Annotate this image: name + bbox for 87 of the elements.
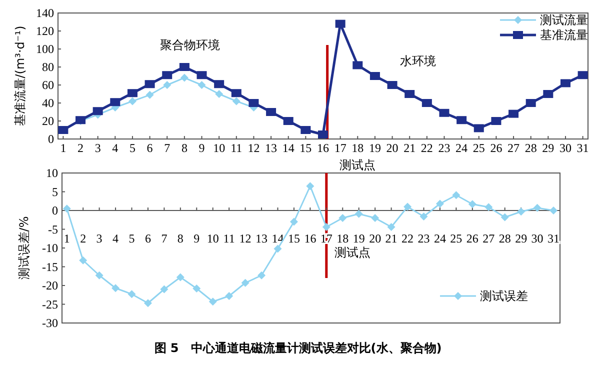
x-tick-label: 29 <box>515 232 528 246</box>
x-tick-label: 19 <box>352 232 365 246</box>
annotation: 聚合物环境 <box>160 38 220 52</box>
annotation: 水环境 <box>400 54 436 68</box>
x-tick-label: 11 <box>230 141 242 155</box>
x-tick-label: 25 <box>472 141 485 155</box>
legend-label: 基准流量 <box>540 28 588 42</box>
x-tick-label: 12 <box>239 232 252 246</box>
y-tick-label: -15 <box>42 260 58 274</box>
y-tick-label: -5 <box>48 222 58 236</box>
x-tick-label: 12 <box>248 141 260 155</box>
x-tick-label: 19 <box>368 141 381 155</box>
x-tick-label: 26 <box>466 232 478 246</box>
y-tick-label: 100 <box>36 42 54 56</box>
x-tick-label: 9 <box>194 232 200 246</box>
x-tick-label: 22 <box>402 232 414 246</box>
y-tick-label: 80 <box>42 60 54 74</box>
y-tick-label: 140 <box>36 6 54 20</box>
x-tick-label: 2 <box>78 141 84 155</box>
y-tick-label: -10 <box>42 241 58 256</box>
x-tick-label: 23 <box>418 232 430 246</box>
x-tick-label: 26 <box>490 141 502 155</box>
x-tick-label: 30 <box>531 232 544 246</box>
x-tick-label: 7 <box>161 232 168 246</box>
x-tick-label: 6 <box>146 141 153 155</box>
x-tick-label: 18 <box>352 141 364 155</box>
x-tick-label: 4 <box>112 141 118 155</box>
x-tick-label: 13 <box>265 141 278 155</box>
x-tick-label: 31 <box>548 232 560 246</box>
x-tick-label: 4 <box>112 232 119 246</box>
x-tick-label: 27 <box>482 232 495 246</box>
x-tick-label: 28 <box>498 232 511 246</box>
x-tick-label: 1 <box>60 141 66 155</box>
x-tick-label: 10 <box>206 232 219 246</box>
x-tick-label: 25 <box>450 232 462 246</box>
y-tick-label: 5 <box>52 184 58 199</box>
x-axis-title: 测试点 <box>334 246 370 260</box>
y-tick-label: -25 <box>42 297 58 312</box>
x-tick-label: 8 <box>181 141 188 155</box>
x-tick-label: 16 <box>317 141 329 155</box>
legend-label: 测试误差 <box>480 289 528 304</box>
x-tick-label: 14 <box>282 141 294 155</box>
x-tick-label: 23 <box>438 141 450 155</box>
x-tick-label: 20 <box>386 141 398 155</box>
x-tick-label: 20 <box>369 232 382 246</box>
x-tick-label: 9 <box>198 141 205 155</box>
x-tick-label: 21 <box>385 232 398 246</box>
x-tick-label: 21 <box>404 141 416 155</box>
x-tick-label: 7 <box>164 141 170 155</box>
caption: 图 5 中心通道电磁流量计测试误差对比(水、聚合物) <box>154 341 442 355</box>
x-tick-label: 6 <box>144 232 151 246</box>
x-tick-label: 15 <box>288 232 300 246</box>
x-tick-label: 22 <box>420 141 433 155</box>
x-tick-label: 2 <box>80 232 86 246</box>
y-tick-label: 60 <box>42 78 54 92</box>
x-tick-label: 24 <box>456 141 468 155</box>
y-tick-label: -30 <box>42 316 58 330</box>
y-tick-label: 0 <box>52 204 58 218</box>
x-tick-label: 17 <box>334 141 346 155</box>
x-tick-label: 28 <box>524 141 537 155</box>
legend-label: 测试流量 <box>540 13 588 28</box>
x-tick-label: 31 <box>576 141 589 155</box>
y-tick-label: 20 <box>42 114 54 128</box>
x-tick-label: 1 <box>64 232 70 246</box>
x-tick-label: 16 <box>304 232 316 246</box>
x-tick-label: 30 <box>559 141 572 155</box>
x-tick-label: 15 <box>300 141 312 155</box>
x-tick-label: 3 <box>96 232 102 246</box>
x-tick-label: 5 <box>128 232 135 246</box>
x-axis-title: 测试点 <box>340 158 376 172</box>
y-tick-label: 120 <box>36 24 54 38</box>
x-tick-label: 27 <box>508 141 520 155</box>
y-tick-label: 10 <box>46 166 58 180</box>
x-tick-label: 5 <box>129 141 136 155</box>
y-axis-title: 基准流量/(m³·d⁻¹) <box>13 26 27 126</box>
y-tick-label: 0 <box>48 132 54 146</box>
x-tick-label: 18 <box>336 232 349 246</box>
y-axis-title: 测试误差/% <box>17 216 31 280</box>
x-tick-label: 10 <box>213 141 226 155</box>
x-tick-label: 3 <box>94 141 101 155</box>
x-tick-label: 24 <box>434 232 446 246</box>
x-tick-label: 8 <box>177 232 184 246</box>
y-tick-label: -20 <box>42 278 58 293</box>
x-tick-label: 29 <box>542 141 554 155</box>
x-tick-label: 13 <box>256 232 268 246</box>
x-tick-label: 11 <box>223 232 235 246</box>
y-tick-label: 40 <box>42 96 54 110</box>
